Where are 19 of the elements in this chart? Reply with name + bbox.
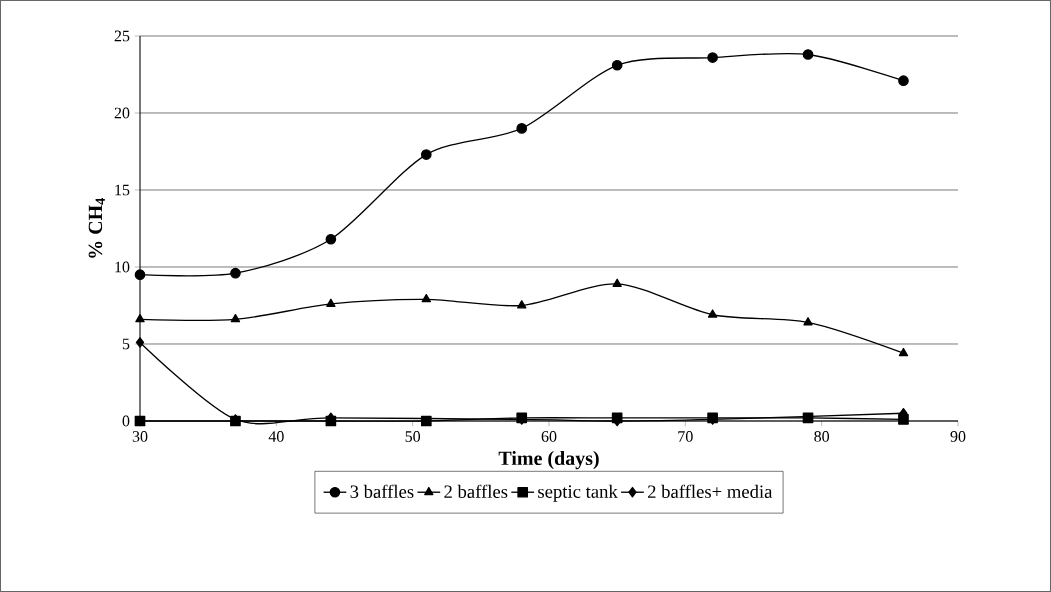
legend-label: 3 baffles bbox=[350, 484, 414, 498]
x-tick-label: 50 bbox=[405, 431, 421, 442]
x-tick-label: 80 bbox=[814, 431, 830, 442]
y-tick-label: 5 bbox=[122, 338, 130, 350]
x-tick-label: 30 bbox=[132, 431, 148, 442]
legend-label: 2 baffles+ media bbox=[648, 484, 773, 498]
y-tick-label: 10 bbox=[115, 261, 130, 273]
x-axis-title: Time (days) bbox=[498, 451, 599, 470]
legend-label: septic tank bbox=[538, 484, 618, 502]
y-axis-title: % CH$_{4}$ bbox=[88, 198, 105, 258]
y-tick-label: 0 bbox=[122, 415, 130, 427]
y-tick-label: 20 bbox=[114, 107, 130, 119]
y-tick-label: 15 bbox=[115, 184, 130, 196]
x-tick-label: 40 bbox=[268, 431, 284, 442]
x-tick-label: 90 bbox=[950, 431, 966, 442]
y-tick-label: 25 bbox=[114, 30, 130, 42]
legend-label: 2 baffles bbox=[444, 484, 508, 498]
x-tick-label: 60 bbox=[541, 431, 557, 442]
x-tick-label: 70 bbox=[678, 431, 693, 442]
